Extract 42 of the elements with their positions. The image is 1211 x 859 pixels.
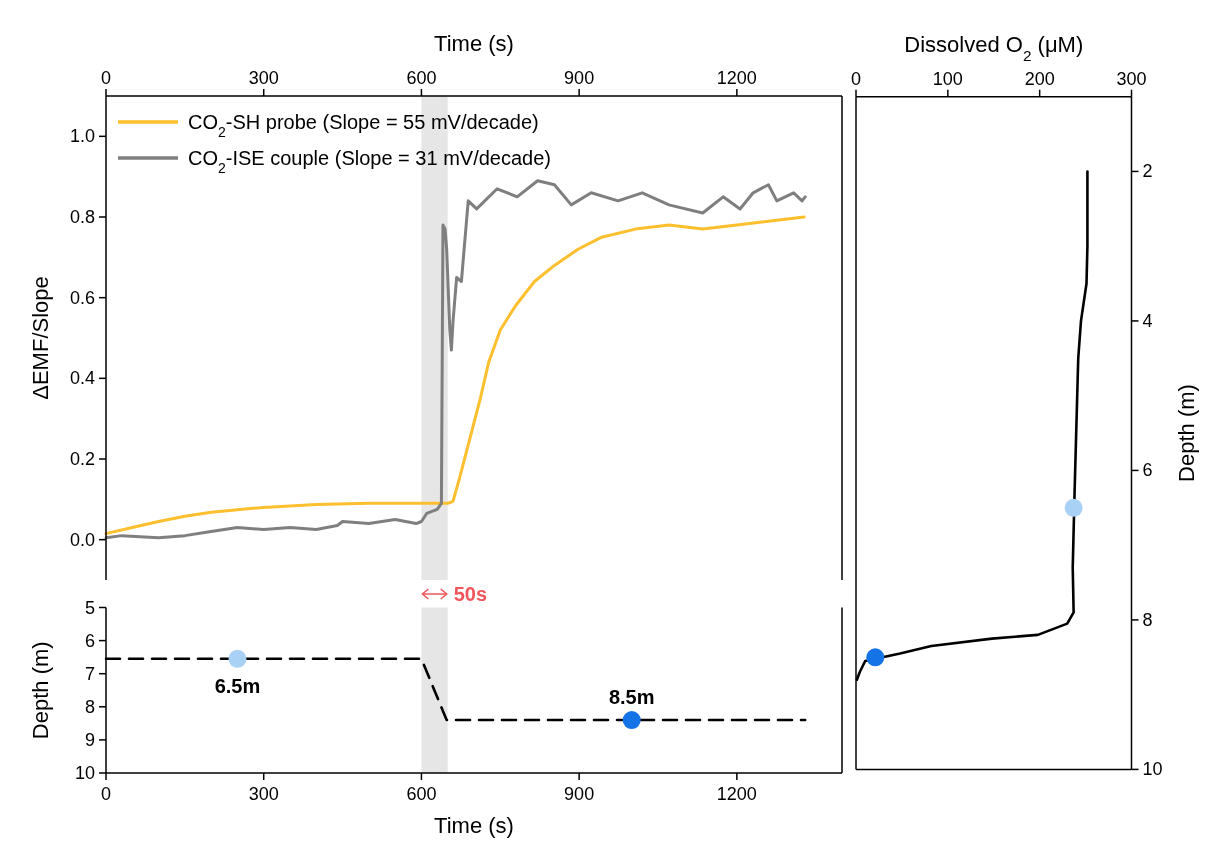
- y-tick-label: 1.0: [69, 126, 95, 147]
- y-tick-label: 8: [1142, 609, 1153, 630]
- x-tick-label: 300: [248, 784, 279, 804]
- x-tick-label: 900: [564, 784, 595, 804]
- y-axis-title: Depth (m): [28, 641, 53, 740]
- y-tick-label: 10: [74, 763, 95, 783]
- annotation: 6.5m: [214, 674, 261, 697]
- y-tick-label: 0.2: [69, 449, 95, 469]
- x-tick-label: 0: [100, 784, 112, 804]
- y-tick-label: 8: [84, 696, 95, 717]
- x-tick-label: 0: [850, 68, 862, 89]
- x-tick-label: 0: [100, 68, 112, 88]
- y-tick-label: 10: [1142, 759, 1163, 780]
- x-tick-label: 300: [248, 68, 279, 88]
- y-tick-label: 5: [84, 597, 95, 618]
- legend-label: CO$_{2}$-ISE couple (Slope = 31 mV/decade): [188, 147, 551, 176]
- y-tick-label: 0.6: [69, 287, 95, 308]
- x-tick-label: 200: [1024, 68, 1055, 89]
- x-axis-title: Dissolved O$_{2}$ (μM): [904, 31, 1084, 64]
- legend-label: CO$_{2}$-SH probe (Slope = 55 mV/decade): [188, 111, 539, 140]
- y-tick-label: 6: [1142, 460, 1153, 481]
- y-axis-title: Depth (m): [1173, 384, 1199, 482]
- x-tick-label: 1200: [716, 784, 757, 804]
- x-axis-title: Time (s): [434, 813, 514, 838]
- x-tick-label: 600: [406, 68, 437, 88]
- x-tick-label: 600: [406, 784, 437, 804]
- y-tick-label: 0.0: [69, 529, 95, 550]
- x-tick-label: 300: [1116, 68, 1147, 89]
- annotation: 8.5m: [608, 686, 655, 709]
- x-tick-label: 900: [564, 68, 595, 88]
- y-tick-label: 4: [1142, 310, 1153, 331]
- y-tick-label: 2: [1142, 161, 1153, 182]
- y-tick-label: 0.8: [69, 207, 95, 227]
- y-tick-label: 6: [84, 630, 95, 651]
- y-tick-label: 0.4: [69, 368, 95, 389]
- x-axis-title: Time (s): [434, 31, 514, 56]
- y-tick-label: 9: [84, 729, 95, 750]
- band-label: 50s: [453, 583, 488, 605]
- y-axis-title: ΔEMF/Slope: [28, 276, 53, 400]
- x-tick-label: 1200: [716, 68, 757, 88]
- y-tick-label: 7: [84, 663, 95, 684]
- x-tick-label: 100: [932, 68, 963, 89]
